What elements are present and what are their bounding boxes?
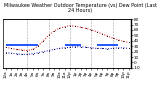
Text: Milwaukee Weather Outdoor Temperature (vs) Dew Point (Last 24 Hours): Milwaukee Weather Outdoor Temperature (v…	[4, 3, 156, 13]
